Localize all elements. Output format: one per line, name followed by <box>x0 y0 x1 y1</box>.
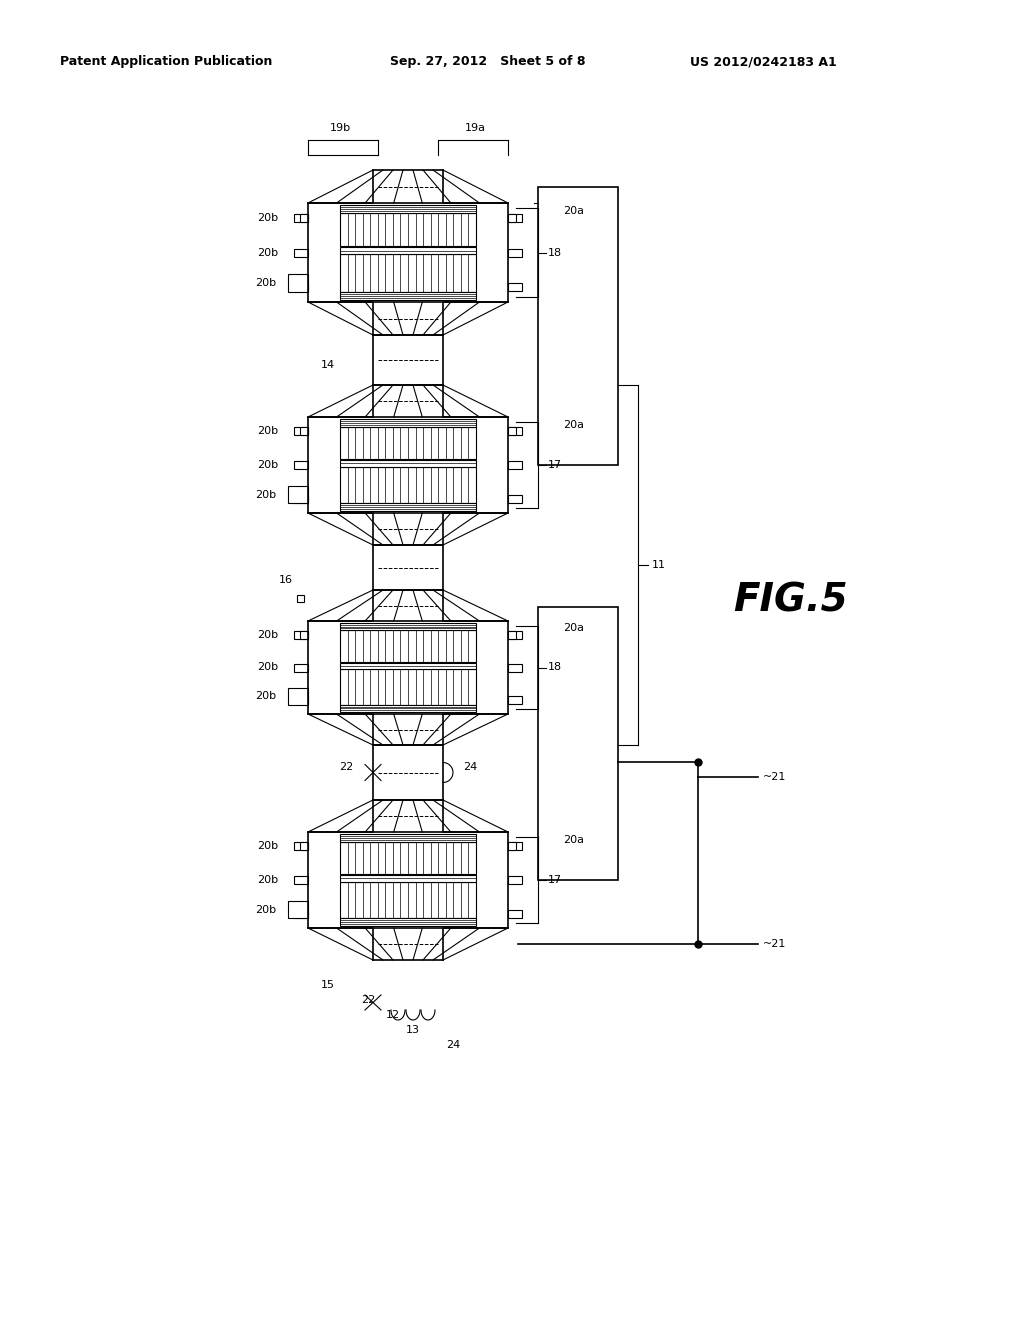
Text: 20b: 20b <box>257 841 278 851</box>
Text: ~21: ~21 <box>763 771 786 781</box>
Text: FIG.5: FIG.5 <box>733 581 847 619</box>
Polygon shape <box>508 696 522 704</box>
Polygon shape <box>294 428 308 436</box>
Text: 22: 22 <box>339 763 353 772</box>
Polygon shape <box>508 631 522 639</box>
Polygon shape <box>508 876 522 884</box>
Polygon shape <box>297 594 303 602</box>
Text: 20b: 20b <box>257 459 278 470</box>
Polygon shape <box>508 631 516 639</box>
Polygon shape <box>300 428 308 436</box>
Polygon shape <box>340 842 476 874</box>
Polygon shape <box>508 248 522 256</box>
Text: 19b: 19b <box>330 123 351 133</box>
Polygon shape <box>508 428 522 436</box>
Polygon shape <box>294 631 308 639</box>
Polygon shape <box>508 842 516 850</box>
Polygon shape <box>538 606 618 880</box>
Polygon shape <box>340 205 476 213</box>
Text: 16: 16 <box>279 576 293 585</box>
Polygon shape <box>508 214 522 222</box>
Text: 24: 24 <box>463 763 477 772</box>
Text: 20b: 20b <box>257 426 278 437</box>
Polygon shape <box>340 213 476 246</box>
Text: 22: 22 <box>360 995 375 1005</box>
Polygon shape <box>508 461 522 469</box>
Text: 14: 14 <box>321 360 335 370</box>
Text: 11: 11 <box>652 560 666 570</box>
Text: 13: 13 <box>406 1026 420 1035</box>
Polygon shape <box>288 486 308 503</box>
Polygon shape <box>340 875 476 882</box>
Polygon shape <box>340 466 476 503</box>
Text: 20a: 20a <box>563 420 584 430</box>
Text: 20b: 20b <box>257 248 278 257</box>
Text: 20a: 20a <box>563 623 584 634</box>
Polygon shape <box>300 214 308 222</box>
Text: 20a: 20a <box>563 834 584 845</box>
Text: 20b: 20b <box>257 630 278 640</box>
Polygon shape <box>294 214 308 222</box>
Polygon shape <box>508 428 516 436</box>
Polygon shape <box>508 284 522 292</box>
Text: 18: 18 <box>548 663 562 672</box>
Polygon shape <box>340 253 476 292</box>
Polygon shape <box>294 248 308 256</box>
Text: 20b: 20b <box>257 875 278 884</box>
Text: 18: 18 <box>548 248 562 257</box>
Text: 20b: 20b <box>255 279 276 288</box>
Polygon shape <box>294 876 308 884</box>
Polygon shape <box>340 669 476 705</box>
Polygon shape <box>294 696 308 704</box>
Text: Patent Application Publication: Patent Application Publication <box>60 55 272 69</box>
Polygon shape <box>340 623 476 630</box>
Polygon shape <box>340 705 476 711</box>
Text: 24: 24 <box>445 1040 460 1049</box>
Polygon shape <box>340 834 476 842</box>
Text: 17: 17 <box>548 459 562 470</box>
Polygon shape <box>340 292 476 300</box>
Polygon shape <box>340 418 476 426</box>
Text: 20b: 20b <box>255 904 276 915</box>
Polygon shape <box>288 275 308 292</box>
Polygon shape <box>288 902 308 919</box>
Text: 20b: 20b <box>257 663 278 672</box>
Text: 17: 17 <box>548 875 562 884</box>
Polygon shape <box>508 842 522 850</box>
Text: US 2012/0242183 A1: US 2012/0242183 A1 <box>690 55 837 69</box>
Text: 20b: 20b <box>257 213 278 223</box>
Polygon shape <box>294 909 308 917</box>
Polygon shape <box>294 284 308 292</box>
Polygon shape <box>340 919 476 927</box>
Text: 19a: 19a <box>465 123 486 133</box>
Polygon shape <box>294 495 308 503</box>
Text: 20b: 20b <box>255 490 276 500</box>
Polygon shape <box>340 630 476 661</box>
Polygon shape <box>508 664 522 672</box>
Text: 20b: 20b <box>255 692 276 701</box>
Polygon shape <box>340 663 476 669</box>
Polygon shape <box>508 495 522 503</box>
Polygon shape <box>508 909 522 917</box>
Polygon shape <box>538 186 618 465</box>
Text: 12: 12 <box>386 1010 400 1020</box>
Polygon shape <box>340 503 476 511</box>
Polygon shape <box>340 459 476 466</box>
Text: Sep. 27, 2012   Sheet 5 of 8: Sep. 27, 2012 Sheet 5 of 8 <box>390 55 586 69</box>
Polygon shape <box>340 426 476 459</box>
Polygon shape <box>508 214 516 222</box>
Polygon shape <box>288 688 308 705</box>
Text: 20a: 20a <box>563 206 584 216</box>
Polygon shape <box>300 842 308 850</box>
Polygon shape <box>294 664 308 672</box>
Text: ~21: ~21 <box>763 939 786 949</box>
Polygon shape <box>340 882 476 919</box>
Polygon shape <box>340 247 476 253</box>
Polygon shape <box>294 842 308 850</box>
Polygon shape <box>294 461 308 469</box>
Text: 15: 15 <box>321 979 335 990</box>
Polygon shape <box>300 631 308 639</box>
